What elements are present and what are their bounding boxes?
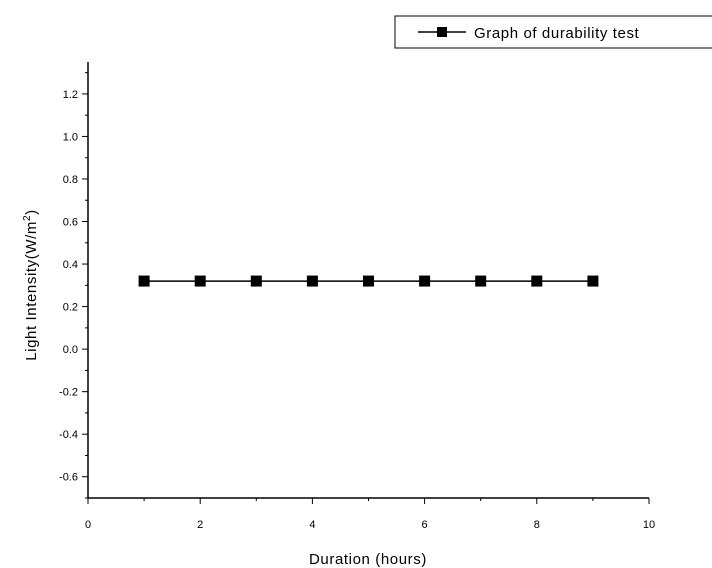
y-axis-title-close: ) xyxy=(23,209,40,215)
y-tick-label-6: 0.6 xyxy=(63,217,78,229)
y-tick-label-7: 0.8 xyxy=(63,174,78,186)
y-tick-label-3: 0.0 xyxy=(63,344,78,356)
x-tick-label-1: 2 xyxy=(197,519,203,531)
y-tick-label-5: 0.4 xyxy=(63,259,78,271)
data-point-0-1 xyxy=(195,276,206,287)
y-tick-label-9: 1.2 xyxy=(63,89,78,101)
data-point-0-3 xyxy=(307,276,318,287)
legend: Graph of durability test xyxy=(395,16,712,48)
y-axis-title-main: Light Intensity(W/m xyxy=(23,221,40,361)
plot-area: 0 2 4 6 8 10 -0.6 -0.4 -0.2 0.0 0.2 0.4 0.6 0.8 1.0 1.2 xyxy=(59,62,655,531)
y-tick-label-0: -0.6 xyxy=(59,472,78,484)
x-tick-label-3: 6 xyxy=(422,519,428,531)
y-axis-title: Light Intensity(W/m2) xyxy=(22,209,40,361)
data-point-0-2 xyxy=(251,276,262,287)
x-axis-title: Duration (hours) xyxy=(309,551,427,568)
data-point-0-7 xyxy=(531,276,542,287)
y-tick-label-4: 0.2 xyxy=(63,302,78,314)
legend-label: Graph of durability test xyxy=(474,25,640,42)
data-point-0-0 xyxy=(139,276,150,287)
x-tick-label-5: 10 xyxy=(643,519,655,531)
x-tick-label-4: 8 xyxy=(534,519,540,531)
x-tick-label-0: 0 xyxy=(85,519,91,531)
data-point-0-4 xyxy=(363,276,374,287)
data-point-0-5 xyxy=(419,276,430,287)
y-tick-label-1: -0.4 xyxy=(59,429,78,441)
y-tick-label-2: -0.2 xyxy=(59,387,78,399)
data-point-0-8 xyxy=(587,276,598,287)
legend-marker-sample xyxy=(437,27,447,37)
y-tick-label-8: 1.0 xyxy=(63,131,78,143)
data-point-0-6 xyxy=(475,276,486,287)
x-tick-label-2: 4 xyxy=(309,519,315,531)
